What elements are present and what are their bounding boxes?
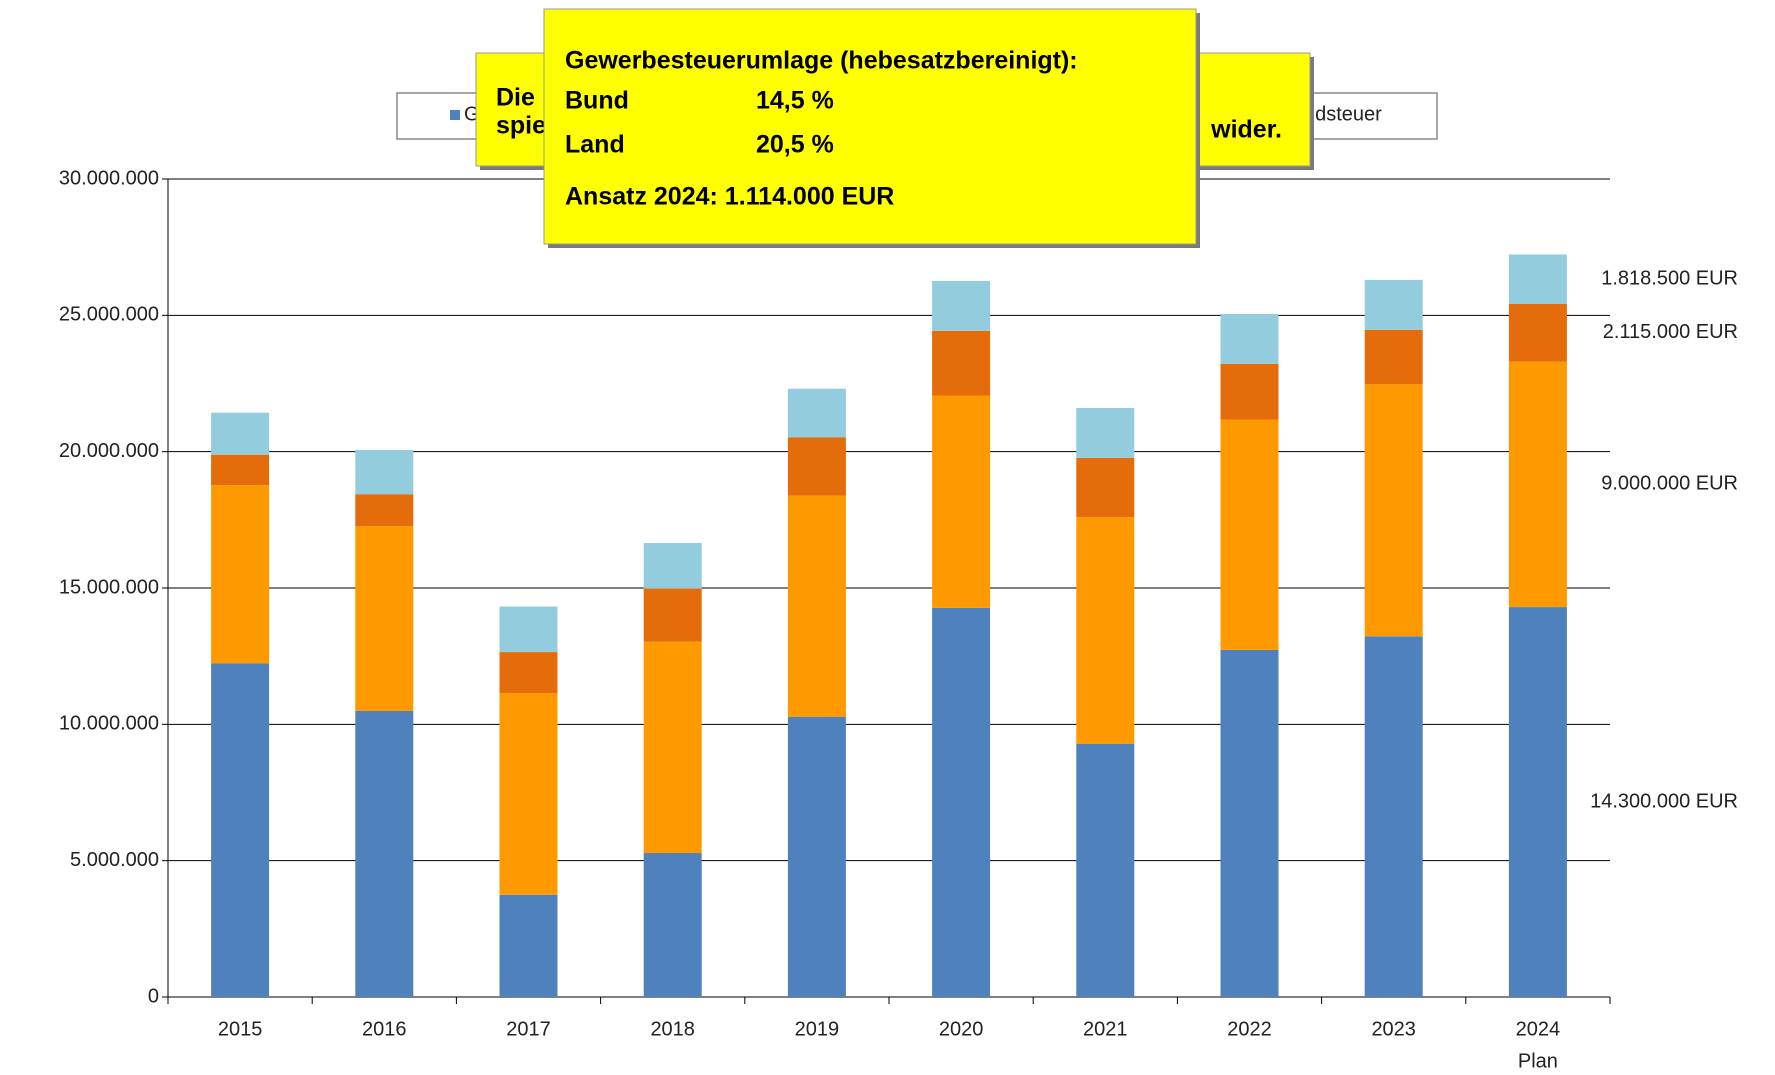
- y-tick-label: 10.000.000: [59, 713, 159, 735]
- y-tick-label: 30.000.000: [59, 167, 159, 189]
- callout-text: Die: [496, 84, 535, 112]
- y-tick-label: 25.000.000: [59, 304, 159, 326]
- bar-segment: [932, 330, 991, 396]
- bar-segment: [1220, 649, 1279, 997]
- callout-front: [543, 8, 1197, 245]
- bar-segment: [1220, 313, 1279, 364]
- x-tick-label: 2016: [362, 1018, 407, 1040]
- bar-segment: [932, 280, 991, 331]
- bar-segment: [1508, 361, 1567, 608]
- callout-text: spie: [496, 112, 546, 140]
- callout-value: 20,5 %: [756, 131, 834, 159]
- x-tick-label: 2018: [650, 1018, 695, 1040]
- plot: 0 5.000.000 10.000.000 15.000.000 20.000.000…: [59, 167, 1738, 1072]
- callout-title: Gewerbesteuerumlage (hebesatzbereinigt):: [565, 47, 1078, 75]
- bar-segment: [1076, 408, 1135, 458]
- bar-segment: [932, 607, 991, 997]
- bar-segment: [355, 710, 414, 997]
- bar-segment: [787, 716, 846, 997]
- legend-marker: [450, 110, 460, 120]
- x-tick-label: 2022: [1227, 1018, 1272, 1040]
- bar-segment: [211, 663, 270, 997]
- bar-segment: [355, 526, 414, 711]
- bar-segment: [499, 652, 558, 693]
- bar-segment: [355, 494, 414, 527]
- bar-segment: [499, 606, 558, 653]
- bar-segment: [211, 485, 270, 664]
- bar-segment: [1076, 457, 1135, 518]
- callout-footer: Ansatz 2024: 1.114.000 EUR: [565, 183, 894, 211]
- x-tick-label: 2015: [218, 1018, 263, 1040]
- bar-segment: [499, 692, 558, 895]
- bar-segment: [643, 543, 702, 589]
- value-label: 1.818.500 EUR: [1601, 268, 1738, 290]
- value-label: 2.115.000 EUR: [1603, 321, 1738, 343]
- bar-segment: [643, 641, 702, 854]
- callout-label: Bund: [565, 87, 629, 115]
- bar-segment: [211, 454, 270, 486]
- bar-segment: [932, 395, 991, 608]
- bar-segment: [1220, 419, 1279, 650]
- x-tick-sublabel: Plan: [1518, 1050, 1558, 1072]
- bar-segment: [499, 894, 558, 997]
- x-tick-label: 2020: [939, 1018, 984, 1040]
- bar-segment: [643, 853, 702, 997]
- bar-segment: [1508, 304, 1567, 362]
- x-tick-label: 2021: [1083, 1018, 1128, 1040]
- x-tick-label: 2023: [1371, 1018, 1416, 1040]
- bar-segment: [1364, 329, 1423, 385]
- bar-segment: [355, 450, 414, 495]
- y-tick-label: 0: [148, 985, 159, 1007]
- bar-segment: [787, 388, 846, 438]
- bar-segment: [643, 588, 702, 642]
- y-tick-label: 5.000.000: [70, 849, 159, 871]
- callout-text: wider.: [1210, 116, 1282, 144]
- bar-segment: [787, 437, 846, 496]
- x-tick-label: 2017: [506, 1018, 551, 1040]
- legend-fragment: ndsteuer: [1304, 103, 1382, 125]
- bar-segment: [1364, 279, 1423, 330]
- bar-segment: [1508, 254, 1567, 305]
- bar-segment: [1220, 363, 1279, 420]
- callout-label: Land: [565, 131, 625, 159]
- bar-segment: [1076, 517, 1135, 744]
- bar-segment: [211, 412, 270, 455]
- bar-segment: [1364, 636, 1423, 997]
- x-tick-label: 2024: [1516, 1018, 1561, 1040]
- callout-value: 14,5 %: [756, 87, 834, 115]
- bar-segment: [1508, 607, 1567, 997]
- value-label: 14.300.000 EUR: [1590, 790, 1738, 812]
- bar-segment: [1364, 384, 1423, 637]
- value-label: 9.000.000 EUR: [1601, 473, 1738, 495]
- bar-segment: [787, 495, 846, 717]
- y-tick-label: 15.000.000: [59, 576, 159, 598]
- y-tick-label: 20.000.000: [59, 440, 159, 462]
- bar-segment: [1076, 743, 1135, 997]
- x-tick-label: 2019: [795, 1018, 840, 1040]
